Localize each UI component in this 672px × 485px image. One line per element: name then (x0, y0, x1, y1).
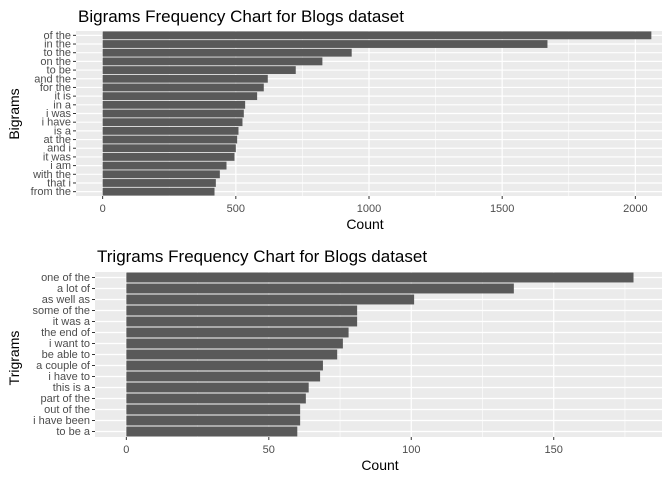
trigram-x-tick-label: 100 (402, 444, 420, 456)
trigram-bar (126, 360, 323, 371)
bigram-y-tick-label: that i (47, 177, 71, 189)
bigram-y-tick-label: is a (54, 125, 72, 137)
bigram-bar (102, 92, 258, 101)
trigram-bar (126, 382, 309, 393)
bigram-y-tick-label: it was (43, 151, 72, 163)
trigram-y-tick-label: as well as (42, 294, 91, 306)
bigram-y-tick-label: for the (40, 82, 71, 94)
trigram-y-tick-label: i have to (48, 371, 90, 383)
bigram-bar (102, 161, 227, 170)
trigram-bar (126, 415, 301, 426)
bigram-y-tick-label: and i (47, 143, 71, 155)
bigram-bar (102, 31, 652, 40)
trigram-chart-title: Trigrams Frequency Chart for Blogs datas… (97, 247, 427, 266)
bigram-y-tick-label: in the (44, 39, 71, 51)
trigram-bar (126, 393, 306, 404)
trigram-bar (126, 283, 514, 294)
bigram-chart-title: Bigrams Frequency Chart for Blogs datase… (78, 7, 404, 26)
trigram-y-axis-label: Trigrams (6, 331, 22, 386)
trigram-y-tick-label: the end of (41, 327, 91, 339)
bigram-y-tick-label: from the (31, 186, 71, 198)
bigram-bar (102, 153, 235, 161)
bigram-x-tick-label: 1500 (490, 203, 514, 215)
bigram-bar (102, 74, 268, 83)
bigram-y-tick-label: to the (43, 47, 71, 59)
trigram-y-tick-label: some of the (33, 305, 90, 317)
trigram-bar (126, 426, 298, 437)
bigram-x-tick-label: 500 (227, 203, 245, 215)
bigram-y-tick-label: in a (53, 99, 72, 111)
trigram-y-tick-label: to be a (56, 426, 91, 438)
bigram-bar (102, 100, 246, 109)
trigram-x-axis-label: Count (361, 457, 398, 473)
bigram-bar (102, 187, 215, 196)
trigram-y-tick-label: be able to (42, 349, 90, 361)
bigram-y-tick-label: with the (32, 169, 71, 181)
bigram-bar (102, 144, 236, 153)
bigram-x-tick-label: 2000 (623, 203, 647, 215)
bigram-y-tick-label: i was (46, 108, 72, 120)
bigram-x-tick-label: 1000 (357, 203, 381, 215)
trigram-x-tick-label: 50 (263, 444, 275, 456)
trigram-y-tick-label: this is a (53, 382, 91, 394)
trigram-y-tick-label: part of the (40, 393, 90, 405)
bigram-y-tick-label: it is (55, 91, 72, 103)
trigram-y-tick-label: one of the (41, 272, 90, 284)
bigram-x-axis-label: Count (346, 216, 383, 232)
trigram-bar (126, 338, 343, 349)
bigram-bar (102, 66, 296, 74)
bigram-bar (102, 57, 323, 66)
trigram-bar (126, 349, 338, 360)
trigram-bar (126, 371, 321, 382)
bigram-bar (102, 48, 352, 57)
trigram-x-tick-label: 150 (545, 444, 563, 456)
trigram-y-tick-label: a couple of (36, 360, 91, 372)
trigram-bar (126, 294, 415, 305)
bigram-y-tick-label: i am (50, 160, 71, 172)
bigram-y-axis-label: Bigrams (6, 88, 22, 139)
bigram-bar (102, 170, 220, 179)
bigram-bar (102, 40, 548, 48)
trigram-y-tick-label: out of the (44, 404, 90, 416)
bigram-bar (102, 83, 264, 92)
bigram-bar (102, 126, 239, 135)
bigram-y-tick-label: at the (43, 134, 71, 146)
trigram-bar (126, 404, 301, 415)
trigram-y-tick-label: a lot of (57, 283, 91, 295)
trigram-bar (126, 327, 349, 338)
trigram-y-tick-label: it was a (53, 316, 91, 328)
bigram-y-tick-label: i have (42, 117, 71, 129)
trigram-bar (126, 272, 634, 283)
bigram-y-tick-label: of the (43, 30, 71, 42)
bigram-bar (102, 179, 216, 187)
trigram-y-tick-label: i have been (33, 415, 90, 427)
bigram-y-tick-label: and the (34, 73, 71, 85)
bigram-bar (102, 135, 238, 144)
trigram-y-tick-label: i want to (49, 338, 90, 350)
bigram-y-tick-label: on the (40, 56, 71, 68)
bigram-bar (102, 109, 244, 118)
trigram-x-tick-label: 0 (123, 444, 129, 456)
trigram-bar (126, 316, 358, 327)
bigram-x-tick-label: 0 (100, 203, 106, 215)
bigram-bar (102, 118, 243, 127)
trigram-bar (126, 305, 358, 316)
bigram-y-tick-label: to be (47, 65, 71, 77)
